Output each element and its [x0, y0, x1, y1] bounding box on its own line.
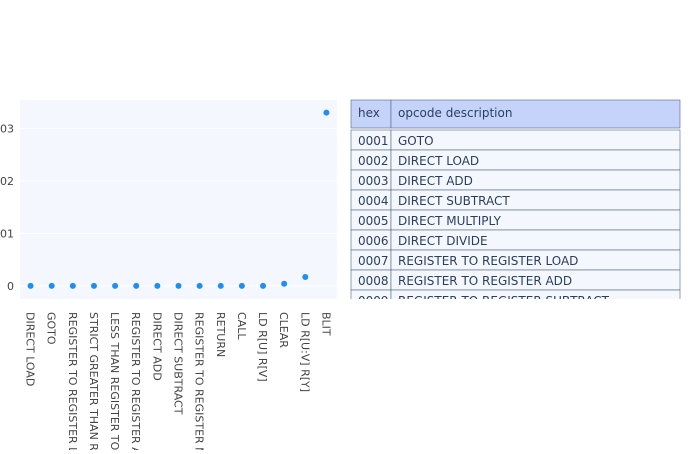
x-tick-label: GOTO	[45, 312, 58, 345]
y-tick-label: 0.02	[0, 175, 14, 188]
cell-text: 0002	[358, 154, 389, 168]
cell-text: 0008	[358, 274, 389, 288]
cell-text: DIRECT ADD	[398, 174, 473, 188]
cell-text: 0001	[358, 134, 389, 148]
cell-text: REGISTER TO REGISTER SUBTRACT	[398, 294, 610, 308]
point	[238, 282, 245, 289]
cell-text: DIRECT LOAD	[398, 154, 479, 168]
x-tick-label: DIRECT LOAD	[24, 312, 37, 386]
x-tick-label: DIRECT ADD	[150, 312, 163, 381]
cell-text: 0009	[358, 294, 389, 308]
table: hex opcode description 0001 GOTO 0002 DIRECT …	[350, 99, 681, 308]
point	[69, 282, 76, 289]
header-text: hex	[358, 106, 380, 120]
y-tick-label: 0	[7, 280, 14, 293]
x-tick-label: LD R[U:V] R[Y]	[298, 312, 311, 392]
x-tick-label: STRICT GREATER THAN REGISTER	[87, 312, 100, 450]
point	[175, 282, 182, 289]
point	[27, 282, 34, 289]
point	[154, 282, 161, 289]
plot-area	[20, 100, 337, 299]
cell-text: DIRECT MULTIPLY	[398, 214, 502, 228]
cell-text: DIRECT SUBTRACT	[398, 194, 510, 208]
cell-text: 0007	[358, 254, 389, 268]
table-cell	[390, 129, 681, 151]
cell-text: 0005	[358, 214, 389, 228]
point	[133, 282, 140, 289]
x-tick-label: REGISTER TO REGISTER LOAD	[66, 312, 79, 450]
point	[323, 109, 330, 116]
point	[48, 282, 55, 289]
y-tick-label: 0.01	[0, 227, 14, 240]
point	[302, 273, 309, 280]
header-cell	[350, 99, 392, 129]
cell-text: GOTO	[398, 134, 434, 148]
x-tick-label: LESS THAN REGISTER TO DIRECT	[108, 312, 121, 450]
point	[196, 282, 203, 289]
header-cell	[390, 99, 681, 129]
cell-text: REGISTER TO REGISTER ADD	[398, 274, 572, 288]
x-tick-label: REGISTER TO REGISTER ADD	[129, 312, 142, 450]
x-tick-label: CALL	[235, 312, 248, 340]
x-tick-label: LD R[U] R[V]	[256, 312, 269, 382]
x-tick-label: BLIT	[319, 312, 332, 336]
point	[112, 282, 119, 289]
point	[217, 282, 224, 289]
point	[90, 282, 97, 289]
cell-text: REGISTER TO REGISTER LOAD	[398, 254, 578, 268]
x-tick-label: RETURN	[214, 312, 227, 357]
cell-text: 0004	[358, 194, 389, 208]
table-cell	[390, 289, 681, 299]
point	[260, 282, 267, 289]
header-text: opcode description	[398, 106, 512, 120]
x-tick-label: REGISTER TO REGISTER MULTIPLY	[193, 312, 206, 450]
table-cell	[350, 289, 392, 299]
cell-text: 0003	[358, 174, 389, 188]
cell-text: 0006	[358, 234, 389, 248]
y-tick-label: 0.03	[0, 122, 14, 135]
cell-text: DIRECT DIVIDE	[398, 234, 488, 248]
point	[281, 280, 288, 287]
x-tick-label: CLEAR	[277, 312, 290, 348]
x-tick-label: DIRECT SUBTRACT	[172, 312, 185, 415]
